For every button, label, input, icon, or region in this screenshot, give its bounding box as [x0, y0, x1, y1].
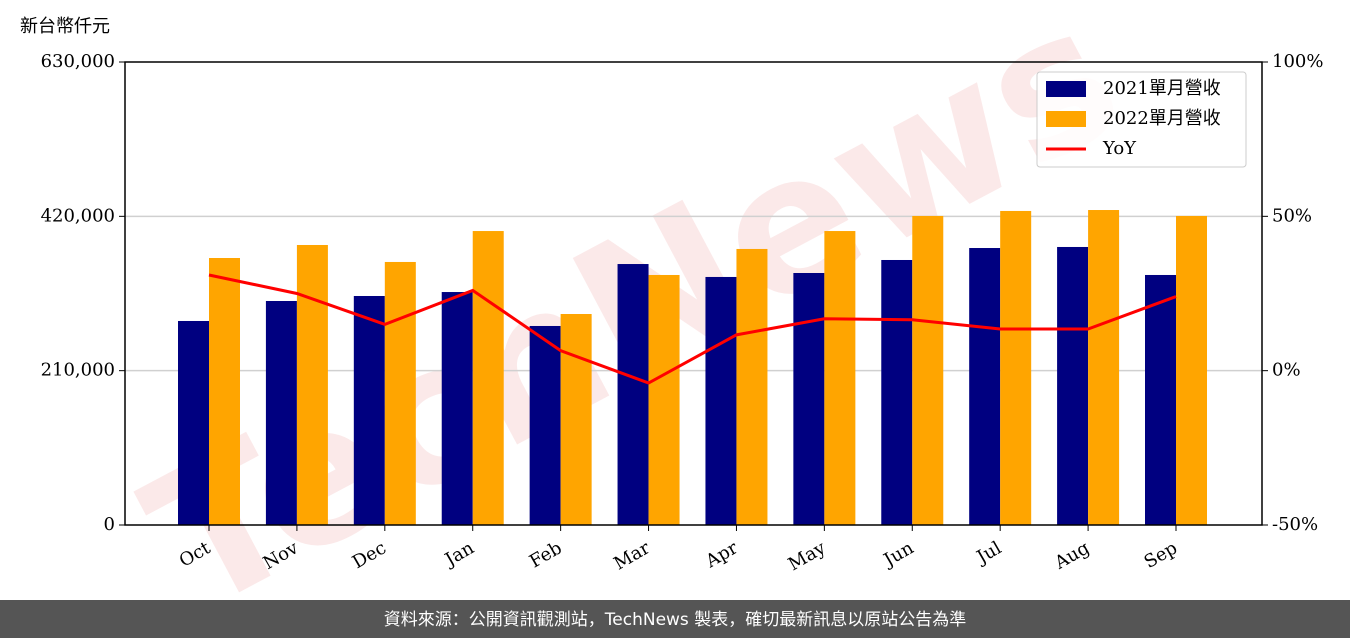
- y2-tick-label: 50%: [1272, 205, 1312, 226]
- y-axis-label: 新台幣仟元: [20, 16, 110, 37]
- plot-frame: [124, 61, 1263, 526]
- footer-bar: [0, 600, 1350, 638]
- y2-tick-label: 0%: [1272, 360, 1301, 381]
- bar: [529, 325, 561, 525]
- bar: [441, 292, 473, 525]
- x-tick-label: Jan: [440, 537, 478, 571]
- bar: [881, 259, 913, 525]
- y-tick-label: 420,000: [41, 205, 115, 226]
- bar: [265, 300, 297, 525]
- x-tick-label: Mar: [610, 537, 654, 574]
- legend-swatch: [1046, 111, 1086, 127]
- y-tick-label: 630,000: [41, 51, 115, 72]
- legend-swatch: [1046, 81, 1086, 97]
- bar: [1176, 215, 1207, 525]
- x-tick-label: Feb: [526, 537, 566, 572]
- x-tick-label: Aug: [1050, 537, 1093, 574]
- footer-text: 資料來源：公開資訊觀測站，TechNews 製表，確切最新訊息以原站公告為準: [384, 610, 966, 630]
- x-tick-label: May: [785, 537, 830, 575]
- y2-tick-label: 100%: [1272, 51, 1323, 72]
- bar: [472, 231, 504, 526]
- bar: [648, 274, 680, 525]
- x-tick-label: Apr: [701, 537, 741, 572]
- legend-label: 2022單月營收: [1103, 108, 1221, 129]
- x-tick-label: Sep: [1141, 537, 1181, 572]
- bar: [969, 248, 1001, 525]
- y2-tick-label: -50%: [1272, 514, 1318, 535]
- bar: [1145, 274, 1176, 525]
- line: [208, 273, 1177, 385]
- x-tick-label: Jun: [879, 537, 918, 572]
- y-tick-label: 0: [104, 514, 115, 535]
- bar: [560, 314, 592, 525]
- bar: [705, 276, 737, 525]
- bar: [384, 261, 416, 525]
- bar: [617, 264, 649, 525]
- bar: [1088, 210, 1120, 526]
- legend-label: 2021單月營收: [1103, 78, 1221, 99]
- bar: [178, 320, 209, 525]
- y-tick-label: 210,000: [41, 360, 115, 381]
- bar: [824, 231, 856, 526]
- bar: [353, 295, 385, 525]
- x-tick-label: Jul: [972, 537, 1006, 569]
- bar: [209, 258, 240, 525]
- legend: 2021單月營收 2022單月營收 YoY: [1036, 71, 1247, 168]
- bar: [912, 215, 944, 525]
- legend-label: YoY: [1102, 138, 1137, 159]
- bar: [1057, 246, 1089, 525]
- bar: [736, 248, 768, 525]
- legend-box: [1036, 71, 1247, 168]
- bar: [296, 244, 328, 525]
- bar: [793, 272, 825, 525]
- bar: [1000, 210, 1032, 525]
